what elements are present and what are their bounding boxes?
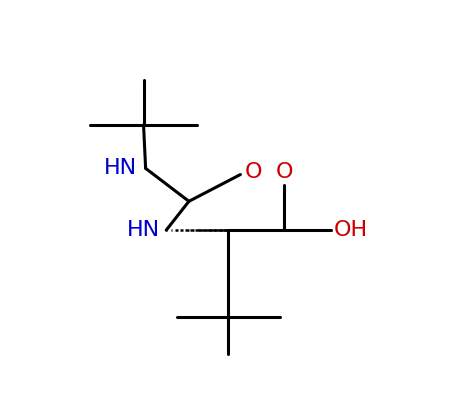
Text: HN: HN <box>127 220 160 240</box>
Text: O: O <box>276 162 293 182</box>
Text: O: O <box>244 162 262 183</box>
Text: HN: HN <box>104 159 137 178</box>
Text: OH: OH <box>333 220 367 240</box>
